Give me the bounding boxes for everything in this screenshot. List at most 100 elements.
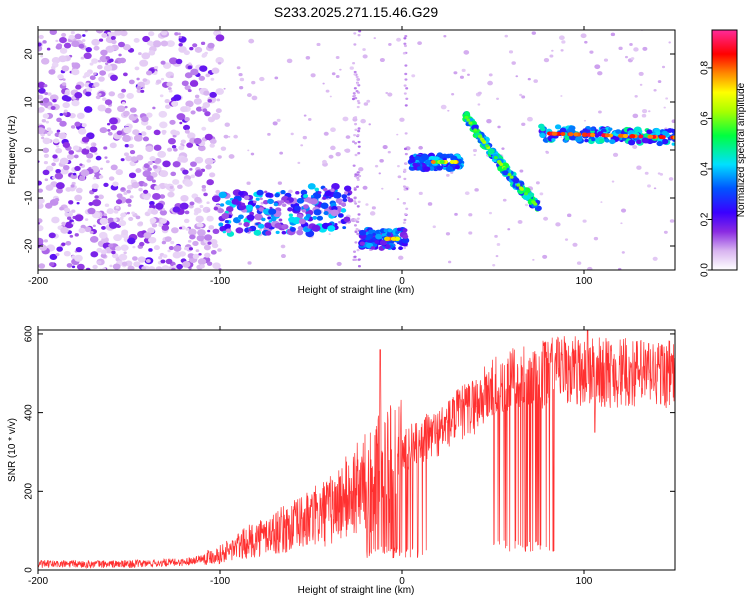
heatmap-noise-cell [212,262,221,270]
heatmap-segment-c-cell [423,166,431,172]
heatmap-noise-cell [158,110,168,118]
heatmap-noise-cell [161,265,170,270]
heatmap-noise-cell [109,58,114,63]
heatmap-faint-cell [454,212,458,216]
heatmap-segment-c-cell [408,157,416,164]
heatmap-noise-cell [57,74,64,80]
heatmap-noise-cell [141,266,147,270]
heatmap-noise-cell [187,132,196,140]
heatmap-noise-cell [187,89,192,93]
heatmap-noise-cell [137,256,146,263]
heatmap-noise-cell [53,138,60,144]
colorbar-tick-label: 0.0 [700,263,711,277]
heatmap-noise-cell [107,128,111,132]
heatmap-faint-cell [272,121,278,126]
heatmap-noise-cell [123,72,128,77]
heatmap-chirp-peak [484,144,489,148]
heatmap-faint-cell [418,191,423,196]
heatmap-noise-cell [89,235,99,243]
heatmap-streak-cell [355,89,359,93]
heatmap-streak-cell [354,122,358,126]
heatmap-faint-cell [251,80,256,85]
heatmap-noise-cell [160,60,166,65]
heatmap-noise-cell [74,254,83,262]
heatmap-streak-cell [404,104,408,107]
heatmap-noise-cell [209,91,217,98]
chart-title: S233.2025.271.15.46.G29 [274,4,438,20]
heatmap-cluster-a-cell [310,194,315,198]
heatmap-noise-cell [197,258,207,265]
heatmap-faint-cell [328,233,331,235]
heatmap-noise-cell [123,251,127,255]
heatmap-noise-cell [42,113,50,119]
heatmap-noise-cell [180,106,188,113]
heatmap-noise-cell [115,206,120,209]
heatmap-faint-cell [447,260,452,264]
heatmap-streak-cell [402,221,406,224]
heatmap-faint-cell [584,40,588,44]
heatmap-streak-cell [353,87,357,90]
heatmap-cluster-a-cell [265,230,272,236]
heatmap-noise-cell [178,35,182,39]
heatmap-noise-cell [204,234,213,241]
heatmap-noise-cell [206,215,214,222]
heatmap-faint-cell [335,152,341,157]
heatmap-noise-cell [85,47,93,53]
heatmap-noise-cell [198,252,202,256]
heatmap-noise-cell [125,198,132,204]
heatmap-faint-cell [545,151,550,154]
heatmap-noise-cell [180,194,189,202]
heatmap-noise-cell [205,73,211,78]
heatmap-cluster-a-cell [264,222,272,229]
heatmap-segment-e-cell [539,132,546,139]
heatmap-cluster-a-cell [296,229,304,236]
x-tick-label: -200 [28,576,48,587]
heatmap-noise-cell [185,100,194,108]
heatmap-segment-c-cell [450,155,458,162]
heatmap-noise-cell [201,126,207,131]
heatmap-noise-cell [41,118,46,123]
heatmap-cluster-a-cell [338,213,344,218]
heatmap-noise-cell [195,106,203,112]
heatmap-noise-cell [171,227,179,234]
heatmap-noise-cell [96,247,103,253]
heatmap-noise-cell [139,59,149,67]
heatmap-faint-cell [385,91,389,95]
heatmap-faint-cell [339,68,342,71]
heatmap-noise-cell [84,71,91,78]
heatmap-faint-cell [632,113,639,119]
heatmap-chirp-peak [481,138,486,143]
heatmap-faint-cell [362,48,366,51]
heatmap-noise-cell [42,169,50,176]
heatmap-noise-cell [127,237,136,245]
heatmap-noise-cell [97,104,106,112]
heatmap-faint-cell [397,175,402,179]
heatmap-noise-cell [201,52,208,58]
heatmap-noise-cell [75,247,83,253]
heatmap-noise-cell [49,253,58,260]
heatmap-streak-cell [403,188,407,191]
heatmap-faint-cell [638,71,644,76]
heatmap-noise-cell [38,42,42,47]
snr-x-label: Height of straight line (km) [298,585,415,596]
heatmap-noise-cell [147,227,155,234]
heatmap-cluster-a-cell [298,218,306,225]
heatmap-streak-cell [352,62,356,65]
heatmap-cluster-a-cell [257,223,265,229]
heatmap-noise-cell [179,121,183,125]
heatmap-chirp-peak [473,128,478,132]
heatmap-faint-cell [521,95,526,99]
heatmap-noise-cell [171,145,177,149]
heatmap-faint-cell [335,56,340,60]
heatmap-faint-cell [330,127,336,132]
heatmap-faint-cell [633,47,639,52]
heatmap-noise-cell [172,251,182,259]
heatmap-noise-cell [155,202,164,210]
heatmap-noise-cell [93,72,97,76]
heatmap-noise-cell [201,188,207,192]
heatmap-noise-cell [204,252,211,258]
heatmap-noise-cell [64,207,71,213]
heatmap-faint-cell [459,75,464,79]
heatmap-faint-cell [366,99,371,103]
heatmap-noise-cell [176,263,183,270]
